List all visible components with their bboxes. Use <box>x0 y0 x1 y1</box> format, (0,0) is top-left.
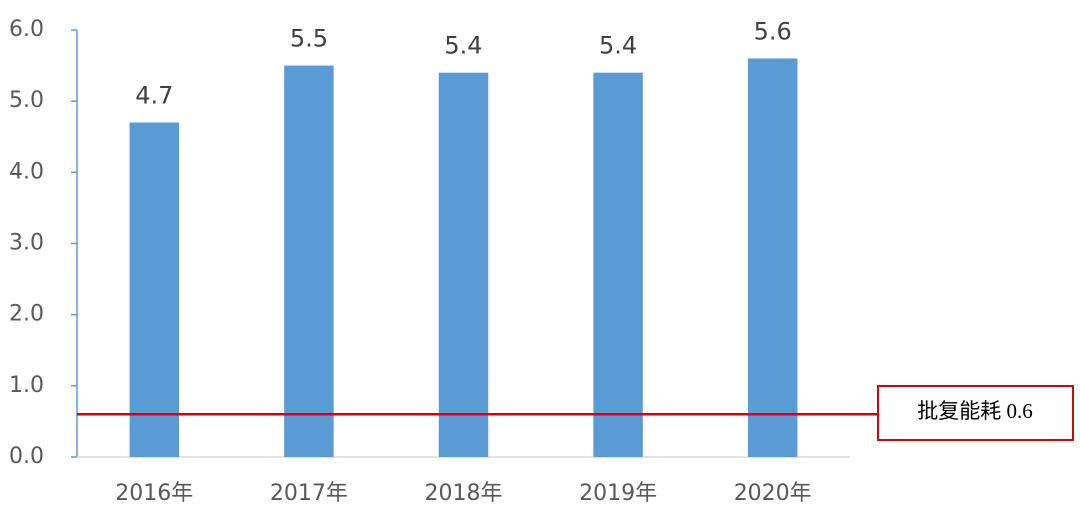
annotation: 批复能耗 0.6 <box>917 399 1033 423</box>
y-tick-label: 4.0 <box>9 159 44 184</box>
bar <box>593 72 643 457</box>
y-tick-label: 6.0 <box>9 17 44 42</box>
x-tick-label: 2020年 <box>734 481 812 506</box>
y-tick-label: 3.0 <box>9 231 44 256</box>
y-tick-label: 2.0 <box>9 302 44 327</box>
bar <box>284 65 334 457</box>
y-tick-label: 0.0 <box>9 444 44 469</box>
bar <box>129 122 180 458</box>
value-label: 5.6 <box>754 17 792 45</box>
x-tick-label: 2016年 <box>115 481 193 506</box>
y-tick-label: 1.0 <box>9 373 44 398</box>
x-tick-label: 2018年 <box>425 481 503 506</box>
value-label: 5.4 <box>444 32 482 60</box>
x-tick-label: 2017年 <box>270 481 348 506</box>
bar <box>747 58 798 457</box>
value-label: 5.4 <box>599 32 637 60</box>
value-label: 4.7 <box>135 82 173 110</box>
y-tick-label: 5.0 <box>9 88 44 113</box>
bar <box>438 72 489 457</box>
annotation-box <box>877 385 1074 441</box>
value-label: 5.5 <box>290 25 328 53</box>
x-tick-label: 2019年 <box>579 481 657 506</box>
